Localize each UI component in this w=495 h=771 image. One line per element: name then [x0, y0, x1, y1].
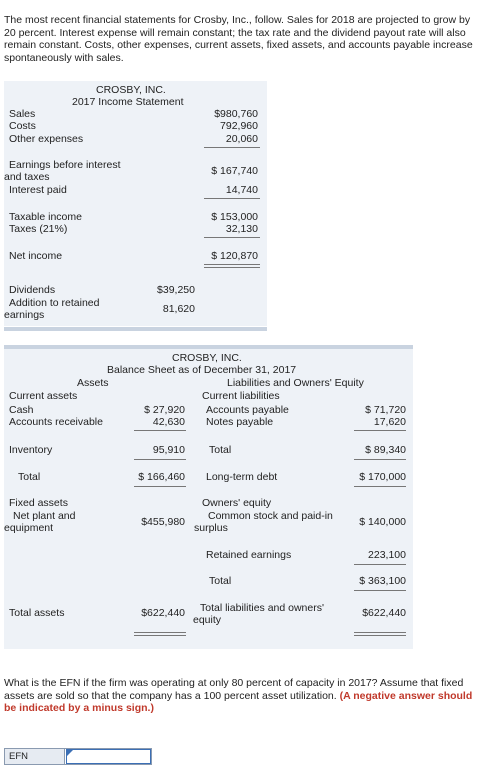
rule [354, 590, 406, 591]
sales-label: Sales [9, 108, 36, 120]
rule [204, 147, 260, 148]
ar-label: Accounts receivable [9, 416, 103, 428]
rule [354, 459, 406, 460]
oe-label: Owners' equity [202, 497, 272, 509]
ar-value: 42,630 [152, 416, 185, 428]
efn-input[interactable] [66, 749, 151, 764]
rule [354, 486, 406, 487]
oe-total-value: $ 363,100 [359, 575, 406, 587]
assets-header: Assets [77, 377, 109, 389]
oe-total-label: Total [209, 575, 232, 587]
efn-label: EFN [5, 749, 65, 764]
rule [134, 459, 186, 460]
re-value: 223,100 [368, 549, 406, 561]
np-label: Notes payable [206, 416, 274, 428]
rule [204, 237, 260, 238]
balance-company: CROSBY, INC. [172, 352, 242, 364]
cl-total-label: Total [209, 444, 232, 456]
ap-value: $ 71,720 [365, 404, 406, 416]
taxes-label: Taxes (21%) [9, 223, 68, 235]
dividends-value: $39,250 [157, 284, 195, 296]
inventory-label: Inventory [9, 444, 53, 456]
npe-label-1: Net plant and [13, 510, 76, 522]
rule [354, 430, 406, 431]
tle-value: $622,440 [362, 607, 406, 619]
ebit-label-1: Earnings before interest [9, 159, 121, 171]
balance-title: Balance Sheet as of December 31, 2017 [107, 364, 297, 376]
question-text: What is the EFN if the firm was operatin… [4, 677, 484, 715]
cash-label: Cash [9, 404, 34, 416]
rule [354, 632, 406, 633]
efn-answer-row: EFN [4, 748, 152, 765]
npe-label-2: equipment [4, 522, 54, 534]
question-body: What is the EFN if the firm was operatin… [4, 677, 464, 702]
rule [204, 264, 260, 265]
costs-label: Costs [9, 120, 36, 132]
input-flag-icon [67, 750, 73, 756]
sales-value: $980,760 [214, 108, 258, 120]
net-value: $ 120,870 [211, 250, 258, 262]
taxable-value: $ 153,000 [211, 211, 258, 223]
tle-label-2: equity [193, 614, 222, 626]
ltd-value: $ 170,000 [359, 471, 406, 483]
np-value: 17,620 [373, 416, 406, 428]
balance-sheet [4, 349, 413, 649]
dividends-label: Dividends [9, 284, 56, 296]
rule [134, 632, 186, 633]
fixed-assets-label: Fixed assets [9, 497, 68, 509]
taxes-value: 32,130 [225, 223, 258, 235]
rule [134, 430, 186, 431]
interest-value: 14,740 [225, 184, 258, 196]
income-title: 2017 Income Statement [72, 96, 184, 108]
rule [204, 198, 260, 199]
total-assets-label: Total assets [9, 607, 65, 619]
rule [134, 635, 186, 636]
cs-value: $ 140,000 [359, 516, 406, 528]
liabilities-header: Liabilities and Owners' Equity [227, 377, 364, 389]
income-company: CROSBY, INC. [96, 84, 166, 96]
problem-intro: The most recent financial statements for… [4, 14, 473, 64]
ca-total-label: Total [18, 471, 41, 483]
retained-label-2: earnings [4, 309, 45, 321]
cs-label-2: surplus [194, 522, 228, 534]
interest-label: Interest paid [9, 184, 67, 196]
ebit-value: $ 167,740 [211, 165, 258, 177]
other-label: Other expenses [9, 133, 84, 145]
ebit-label-2: and taxes [4, 171, 50, 183]
ca-total-value: $ 166,460 [138, 471, 185, 483]
rule [134, 486, 186, 487]
rule [354, 564, 406, 565]
retained-label-1: Addition to retained [9, 297, 100, 309]
total-assets-value: $622,440 [141, 607, 185, 619]
other-value: 20,060 [225, 133, 258, 145]
income-statement [4, 81, 267, 326]
retained-value: 81,620 [162, 303, 195, 315]
rule [354, 635, 406, 636]
cs-label-1: Common stock and paid-in [208, 510, 333, 522]
costs-value: 792,960 [220, 120, 258, 132]
net-label: Net income [9, 250, 63, 262]
taxable-label: Taxable income [9, 211, 82, 223]
inventory-value: 95,910 [152, 444, 185, 456]
current-assets-label: Current assets [9, 390, 78, 402]
cl-total-value: $ 89,340 [365, 444, 406, 456]
ap-label: Accounts payable [206, 404, 289, 416]
negative-note: (A negative answer should be indicated b… [4, 689, 473, 715]
ltd-label: Long-term debt [206, 471, 278, 483]
divider-band [4, 345, 413, 349]
divider-band [4, 327, 267, 331]
npe-value: $455,980 [141, 516, 185, 528]
re-label: Retained earnings [206, 549, 292, 561]
current-liabilities-label: Current liabilities [202, 390, 280, 402]
rule [204, 267, 260, 268]
tle-label-1: Total liabilities and owners' [200, 602, 324, 614]
cash-value: $ 27,920 [144, 404, 185, 416]
